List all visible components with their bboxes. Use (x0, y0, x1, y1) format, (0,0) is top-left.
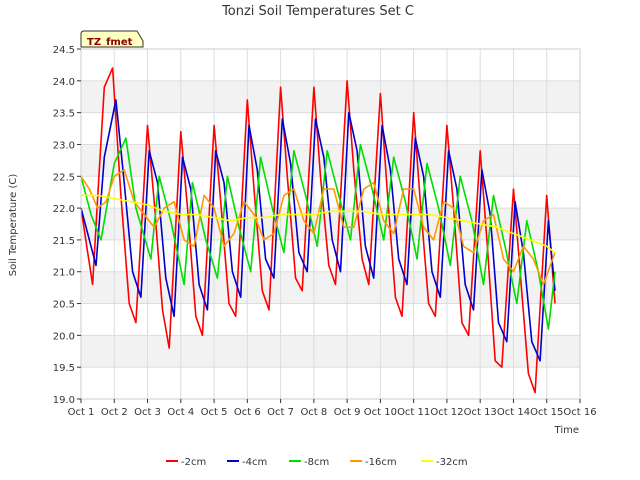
x-tick-label: Oct 7 (267, 407, 294, 418)
tag-label: TZ_fmet (87, 37, 133, 48)
y-tick-label: 21.5 (53, 236, 75, 247)
x-tick-label: Oct 13 (464, 407, 497, 418)
y-tick-label: 23.0 (53, 140, 75, 151)
series-line-minus-16cm (80, 169, 556, 286)
legend-item: -16cm (350, 457, 397, 468)
y-tick-label: 20.0 (53, 331, 75, 342)
y-tick-label: 24.0 (53, 77, 75, 88)
series-line-minus-32cm (81, 194, 556, 254)
legend: -2cm -4cm -8cm -16cm -32cm (166, 457, 468, 468)
y-tick-label: 22.0 (53, 204, 75, 215)
x-tick-label: Oct 11 (397, 407, 430, 418)
legend-label: -32cm (436, 457, 468, 468)
y-tick-label: 24.5 (53, 45, 75, 56)
x-tick-label: Oct 4 (167, 407, 194, 418)
x-tick-label: Oct 12 (430, 407, 463, 418)
series-lines (80, 67, 556, 394)
tz-fmet-tag: TZ_fmet (80, 30, 144, 48)
tag-box (80, 30, 144, 48)
x-tick-label: Oct 14 (497, 407, 530, 418)
y-tick-label: 21.0 (53, 268, 75, 279)
legend-label: -4cm (242, 457, 267, 468)
chart-title: Tonzi Soil Temperatures Set C (221, 4, 414, 19)
x-tick-label: Oct 6 (234, 407, 261, 418)
legend-label: -8cm (304, 457, 329, 468)
y-axis-label: Soil Temperature (C) (8, 174, 19, 277)
legend-item: -4cm (227, 457, 267, 468)
x-tick-label: Oct 15 (530, 407, 563, 418)
legend-label: -2cm (181, 457, 206, 468)
x-tick-label: Oct 9 (334, 407, 361, 418)
y-tick-label: 19.0 (53, 395, 75, 406)
y-tick-label: 22.5 (53, 172, 75, 183)
y-axis-ticks: 19.0 19.5 20.0 20.5 21.0 21.5 22.0 22.5 23.0 23.5… (53, 45, 81, 406)
x-tick-label: Oct 10 (364, 407, 397, 418)
x-tick-label: Oct 5 (201, 407, 228, 418)
y-tick-label: 23.5 (53, 109, 75, 120)
y-tick-label: 19.5 (53, 363, 75, 374)
series-line-minus-2cm (80, 67, 556, 394)
x-tick-label: Oct 8 (300, 407, 327, 418)
legend-item: -32cm (421, 457, 468, 468)
y-tick-label: 20.5 (53, 300, 75, 311)
x-axis-label: Time (554, 425, 579, 436)
grid-band (81, 80, 580, 113)
grid-band (81, 271, 580, 304)
x-axis-ticks: Oct 1 Oct 2 Oct 3 Oct 4 Oct 5 Oct 6 Oct 7 Oct 8… (68, 399, 597, 418)
legend-item: -8cm (289, 457, 329, 468)
x-tick-label: Oct 3 (134, 407, 161, 418)
grid-band (81, 335, 580, 368)
x-tick-label: Oct 2 (101, 407, 128, 418)
plot-frame (80, 48, 581, 400)
x-tick-label: Oct 1 (68, 407, 95, 418)
x-tick-label: Oct 16 (563, 407, 596, 418)
legend-label: -16cm (365, 457, 397, 468)
legend-item: -2cm (166, 457, 206, 468)
